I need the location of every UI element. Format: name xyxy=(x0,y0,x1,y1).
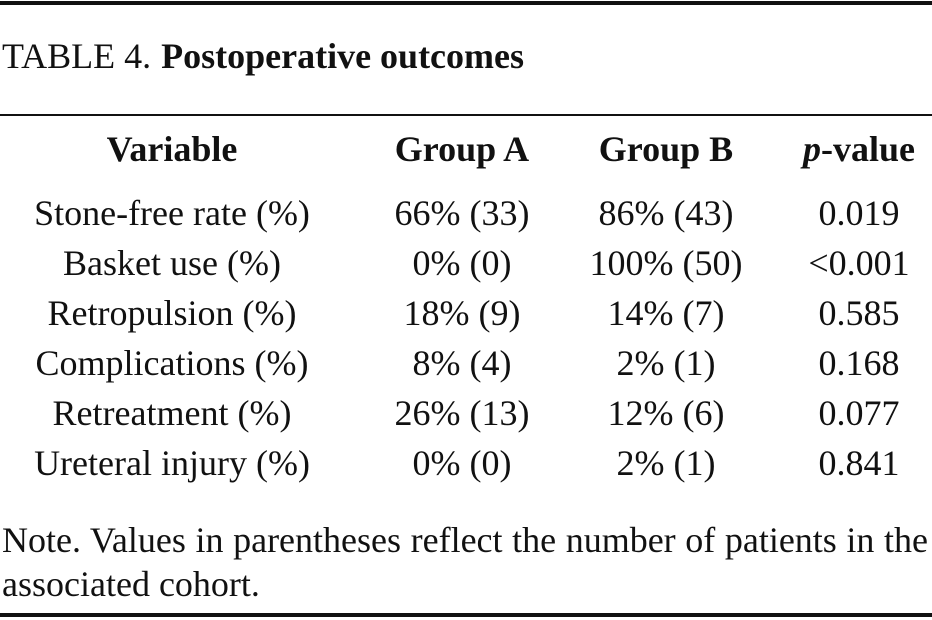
table-cell: 0.168 xyxy=(818,343,900,383)
table-cell: 18% (9) xyxy=(403,293,521,333)
table-note: Note. Values in parentheses reflect the … xyxy=(2,520,928,604)
table-cell: 26% (13) xyxy=(394,393,530,433)
header-cell: p-value xyxy=(786,124,932,174)
table-cell: 0.841 xyxy=(818,443,900,483)
header-italic: p xyxy=(803,129,821,169)
table-row: Stone-free rate (%) 66% (33) 86% (43) 0.019 xyxy=(0,188,932,238)
header-cell: Variable xyxy=(106,129,238,169)
table-cell: Retreatment (%) xyxy=(52,393,292,433)
table-cell: Stone-free rate (%) xyxy=(34,193,310,233)
table-cell: 0.077 xyxy=(818,393,900,433)
bottom-rule xyxy=(0,613,932,617)
table-cell: 0.019 xyxy=(818,193,900,233)
table-cell: <0.001 xyxy=(808,243,910,283)
table-label: TABLE 4. xyxy=(2,36,152,76)
header-cell: Group B xyxy=(598,129,734,169)
table-row: Basket use (%) 0% (0) 100% (50) <0.001 xyxy=(0,238,932,288)
table-cell: 14% (7) xyxy=(607,293,725,333)
table-row: Complications (%) 8% (4) 2% (1) 0.168 xyxy=(0,338,932,388)
top-rule xyxy=(0,1,932,5)
table-cell: 0% (0) xyxy=(412,443,512,483)
header-cell: Group A xyxy=(394,129,530,169)
table-cell: Retropulsion (%) xyxy=(47,293,297,333)
table-cell: Ureteral injury (%) xyxy=(34,443,310,483)
table-cell: 0% (0) xyxy=(412,243,512,283)
table-row: Retropulsion (%) 18% (9) 14% (7) 0.585 xyxy=(0,288,932,338)
table-cell: Basket use (%) xyxy=(63,243,281,283)
header-text: -value xyxy=(821,129,915,169)
table-cell: 86% (43) xyxy=(598,193,734,233)
table-cell: Complications (%) xyxy=(35,343,309,383)
table-cell: 66% (33) xyxy=(394,193,530,233)
table-cell: 12% (6) xyxy=(607,393,725,433)
table-title: Postoperative outcomes xyxy=(161,36,525,76)
table-cell: 0.585 xyxy=(818,293,900,333)
caption-rule xyxy=(0,114,932,116)
table-cell: 2% (1) xyxy=(616,443,716,483)
caption: TABLE 4. Postoperative outcomes xyxy=(2,34,524,78)
table-cell: 100% (50) xyxy=(589,243,743,283)
table-row: Ureteral injury (%) 0% (0) 2% (1) 0.841 xyxy=(0,438,932,488)
header-row: Variable Group A Group B p-value xyxy=(0,124,932,174)
table-cell: 2% (1) xyxy=(616,343,716,383)
table-cell: 8% (4) xyxy=(412,343,512,383)
table-row: Retreatment (%) 26% (13) 12% (6) 0.077 xyxy=(0,388,932,438)
